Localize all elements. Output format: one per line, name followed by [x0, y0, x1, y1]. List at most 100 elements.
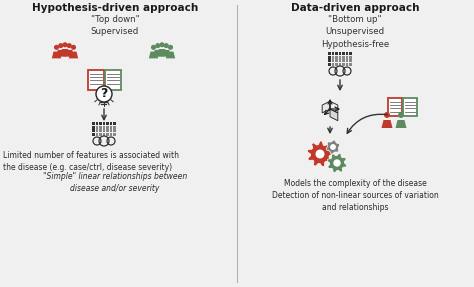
Text: Limited number of features is associated with
the disease (e.g. case/ctrl, disea: Limited number of features is associated…	[3, 151, 179, 172]
FancyBboxPatch shape	[388, 98, 402, 116]
Text: "Bottom up"
Unsupervised
Hypothesis-free: "Bottom up" Unsupervised Hypothesis-free	[321, 15, 389, 49]
FancyBboxPatch shape	[332, 63, 334, 66]
Circle shape	[54, 45, 59, 50]
Circle shape	[58, 43, 64, 48]
FancyBboxPatch shape	[349, 59, 352, 62]
Polygon shape	[162, 50, 171, 57]
FancyBboxPatch shape	[99, 133, 102, 136]
FancyBboxPatch shape	[338, 56, 341, 59]
FancyBboxPatch shape	[403, 98, 417, 116]
FancyBboxPatch shape	[338, 59, 341, 62]
Polygon shape	[52, 52, 61, 58]
Text: Models the complexity of the disease
Detection of non-linear sources of variatio: Models the complexity of the disease Det…	[272, 179, 438, 212]
FancyBboxPatch shape	[335, 52, 338, 55]
Circle shape	[168, 45, 173, 50]
FancyBboxPatch shape	[92, 133, 95, 136]
FancyBboxPatch shape	[349, 56, 352, 59]
FancyBboxPatch shape	[96, 122, 99, 125]
FancyBboxPatch shape	[346, 52, 348, 55]
Polygon shape	[60, 49, 70, 56]
FancyBboxPatch shape	[106, 122, 109, 125]
FancyBboxPatch shape	[346, 56, 348, 59]
Circle shape	[151, 45, 156, 50]
Text: ?: ?	[100, 87, 108, 100]
FancyBboxPatch shape	[342, 52, 345, 55]
FancyBboxPatch shape	[328, 52, 331, 55]
FancyBboxPatch shape	[96, 129, 99, 132]
FancyBboxPatch shape	[113, 133, 116, 136]
Polygon shape	[56, 50, 65, 57]
Circle shape	[63, 42, 68, 47]
Polygon shape	[322, 101, 330, 113]
FancyBboxPatch shape	[332, 59, 334, 62]
FancyBboxPatch shape	[338, 63, 341, 66]
FancyBboxPatch shape	[328, 56, 331, 59]
Circle shape	[71, 45, 76, 50]
FancyBboxPatch shape	[342, 59, 345, 62]
Polygon shape	[330, 109, 338, 121]
FancyBboxPatch shape	[335, 56, 338, 59]
Circle shape	[334, 160, 340, 166]
FancyBboxPatch shape	[99, 129, 102, 132]
FancyBboxPatch shape	[109, 133, 112, 136]
Text: Hypothesis-driven approach: Hypothesis-driven approach	[32, 3, 198, 13]
FancyBboxPatch shape	[346, 59, 348, 62]
Circle shape	[159, 42, 164, 47]
FancyBboxPatch shape	[332, 56, 334, 59]
Circle shape	[398, 112, 404, 118]
Circle shape	[67, 43, 72, 48]
FancyBboxPatch shape	[328, 59, 331, 62]
FancyBboxPatch shape	[342, 63, 345, 66]
Text: Data-driven approach: Data-driven approach	[291, 3, 419, 13]
FancyBboxPatch shape	[88, 70, 104, 90]
FancyBboxPatch shape	[92, 126, 95, 129]
FancyBboxPatch shape	[332, 52, 334, 55]
FancyBboxPatch shape	[99, 122, 102, 125]
FancyBboxPatch shape	[349, 52, 352, 55]
Polygon shape	[157, 49, 167, 56]
Text: "Simple" linear relationships between
disease and/or severity: "Simple" linear relationships between di…	[43, 172, 187, 193]
Polygon shape	[327, 153, 347, 173]
Text: "Top down"
Supervised: "Top down" Supervised	[91, 15, 139, 36]
FancyBboxPatch shape	[342, 56, 345, 59]
FancyBboxPatch shape	[109, 129, 112, 132]
FancyBboxPatch shape	[335, 59, 338, 62]
Circle shape	[316, 150, 324, 158]
FancyBboxPatch shape	[96, 126, 99, 129]
FancyBboxPatch shape	[106, 133, 109, 136]
Circle shape	[331, 145, 335, 149]
Polygon shape	[153, 50, 163, 57]
FancyBboxPatch shape	[335, 63, 338, 66]
Polygon shape	[382, 120, 392, 128]
FancyBboxPatch shape	[109, 122, 112, 125]
FancyBboxPatch shape	[328, 63, 331, 66]
Circle shape	[164, 43, 169, 48]
FancyBboxPatch shape	[102, 126, 105, 129]
FancyBboxPatch shape	[92, 122, 95, 125]
FancyBboxPatch shape	[92, 129, 95, 132]
FancyBboxPatch shape	[102, 129, 105, 132]
FancyBboxPatch shape	[106, 126, 109, 129]
FancyBboxPatch shape	[96, 133, 99, 136]
FancyBboxPatch shape	[349, 63, 352, 66]
FancyBboxPatch shape	[113, 126, 116, 129]
Polygon shape	[326, 140, 340, 154]
Polygon shape	[64, 50, 74, 57]
Polygon shape	[69, 52, 78, 58]
FancyBboxPatch shape	[99, 126, 102, 129]
Polygon shape	[307, 141, 333, 167]
Polygon shape	[166, 52, 175, 58]
FancyBboxPatch shape	[102, 122, 105, 125]
Circle shape	[155, 43, 160, 48]
FancyBboxPatch shape	[346, 63, 348, 66]
FancyBboxPatch shape	[113, 129, 116, 132]
FancyBboxPatch shape	[113, 122, 116, 125]
Circle shape	[384, 112, 390, 118]
FancyBboxPatch shape	[102, 133, 105, 136]
FancyBboxPatch shape	[106, 129, 109, 132]
Circle shape	[96, 86, 112, 102]
FancyBboxPatch shape	[338, 52, 341, 55]
FancyBboxPatch shape	[105, 70, 121, 90]
Polygon shape	[395, 120, 407, 128]
Polygon shape	[149, 52, 158, 58]
